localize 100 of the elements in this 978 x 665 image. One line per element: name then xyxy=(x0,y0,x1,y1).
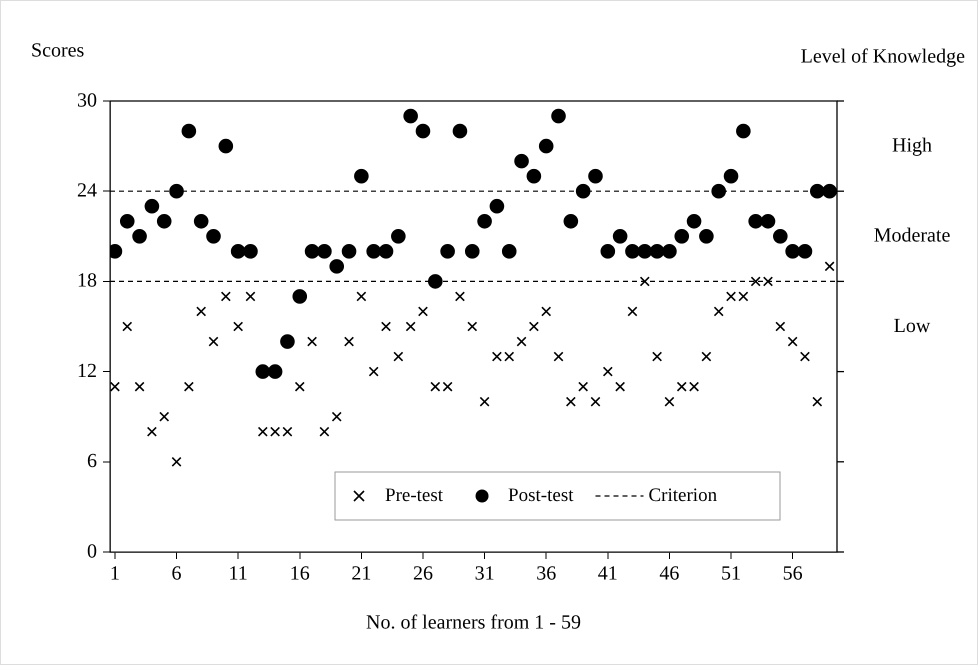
point xyxy=(344,336,354,347)
point xyxy=(541,306,552,317)
point xyxy=(307,336,318,347)
point xyxy=(280,334,295,349)
point xyxy=(171,456,182,467)
point xyxy=(775,321,786,332)
point xyxy=(416,124,430,138)
x-tick-label: 31 xyxy=(474,562,495,584)
point xyxy=(391,229,406,244)
x-tick-label: 51 xyxy=(721,562,742,584)
point xyxy=(294,382,305,392)
point xyxy=(332,412,342,422)
point xyxy=(514,154,529,168)
point xyxy=(454,291,465,302)
point xyxy=(430,382,440,392)
point xyxy=(516,336,527,347)
x-tick-label: 56 xyxy=(782,562,803,584)
point xyxy=(822,184,837,198)
point xyxy=(270,426,280,437)
x-axis-title: No. of learners from 1 - 59 xyxy=(366,611,581,634)
point xyxy=(366,244,381,259)
y-axis-title: Scores xyxy=(31,39,85,62)
point xyxy=(245,291,256,302)
point xyxy=(800,352,810,362)
y-tick-label: 6 xyxy=(87,450,97,472)
x-tick-label: 16 xyxy=(290,562,310,584)
point xyxy=(689,382,700,392)
point xyxy=(785,244,800,259)
point xyxy=(650,244,664,259)
point xyxy=(528,321,539,332)
point xyxy=(602,366,613,377)
x-tick-label: 41 xyxy=(598,562,618,584)
point xyxy=(317,244,332,259)
point xyxy=(640,276,650,286)
point xyxy=(578,382,588,392)
x-tick-label: 6 xyxy=(172,562,182,584)
point xyxy=(110,382,120,392)
point xyxy=(566,396,576,407)
point xyxy=(159,412,170,422)
point xyxy=(480,396,490,407)
y-tick-label: 30 xyxy=(77,89,97,112)
x-tick-label: 26 xyxy=(412,562,433,584)
point xyxy=(637,244,652,259)
y-tick-label: 24 xyxy=(77,179,97,202)
point xyxy=(120,214,135,229)
point xyxy=(122,321,132,332)
point xyxy=(576,184,590,198)
point xyxy=(233,321,244,332)
point xyxy=(378,244,394,259)
point xyxy=(564,214,578,229)
point xyxy=(824,261,835,272)
point xyxy=(243,244,258,259)
point xyxy=(788,336,798,347)
y-tick-label: 0 xyxy=(87,540,97,562)
point xyxy=(403,108,418,124)
point xyxy=(711,184,726,198)
point xyxy=(218,138,234,154)
point xyxy=(146,426,157,437)
point xyxy=(726,291,736,302)
legend-label: Pre-test xyxy=(385,484,444,506)
point xyxy=(440,244,455,259)
point xyxy=(196,306,206,317)
point xyxy=(258,426,268,437)
point xyxy=(798,244,812,259)
point xyxy=(674,229,690,244)
point xyxy=(319,426,330,437)
point xyxy=(452,124,468,138)
point xyxy=(464,244,480,259)
point xyxy=(686,214,702,229)
point xyxy=(526,168,542,184)
point xyxy=(714,306,724,317)
point xyxy=(282,426,292,437)
point xyxy=(169,184,184,198)
text: Level of Knowledge xyxy=(800,45,966,68)
point xyxy=(393,352,404,362)
x-tick-label: 1 xyxy=(110,562,120,584)
point xyxy=(208,336,219,347)
point xyxy=(132,229,147,244)
legend-label: Post-test xyxy=(508,484,574,506)
x-tick-label: 36 xyxy=(536,562,556,584)
text: Low xyxy=(894,314,931,337)
y-tick-label: 18 xyxy=(77,270,97,292)
text: Moderate xyxy=(874,224,950,247)
point xyxy=(342,244,356,259)
point xyxy=(724,168,738,184)
point xyxy=(701,352,712,362)
point xyxy=(406,321,416,332)
text: High xyxy=(892,134,932,156)
point xyxy=(156,214,172,229)
point xyxy=(428,274,443,289)
point xyxy=(442,382,453,392)
y-tick-label: 12 xyxy=(77,360,97,382)
point xyxy=(676,382,687,392)
point xyxy=(356,291,366,302)
point xyxy=(748,214,763,229)
point xyxy=(612,229,628,244)
point xyxy=(418,306,428,317)
point xyxy=(736,124,751,138)
point xyxy=(477,214,492,229)
point xyxy=(600,244,616,259)
